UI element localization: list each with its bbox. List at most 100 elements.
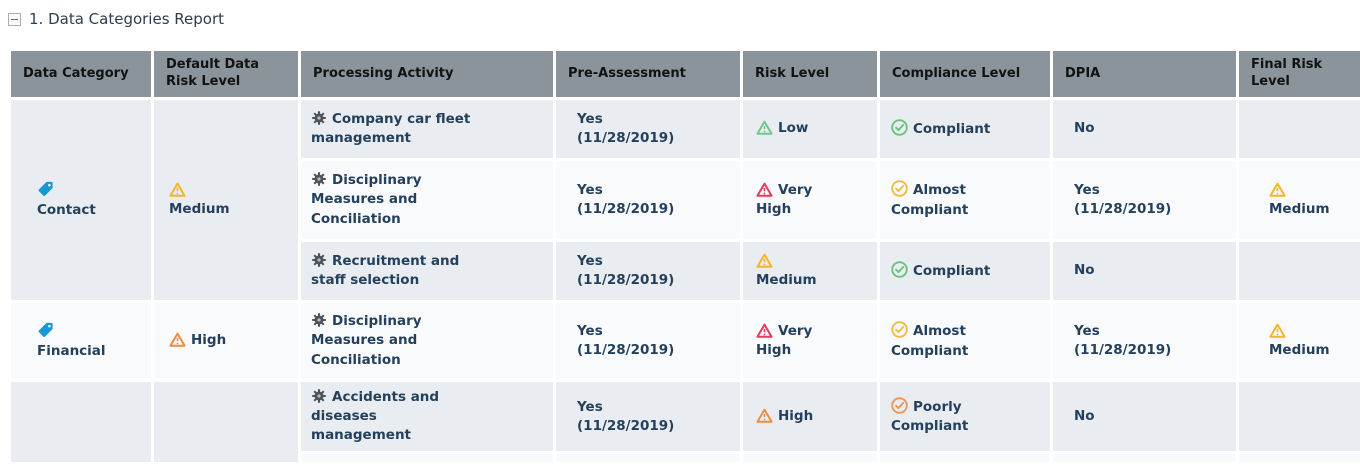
risk-level-cell: Very High (743, 303, 877, 379)
warning-triangle-icon (1269, 323, 1286, 338)
check-circle-icon (891, 397, 908, 414)
dpia-cell: Yes (11/28/2019) (1053, 303, 1236, 379)
pre-assessment-cell: Yes (11/28/2019) (556, 382, 740, 452)
check-circle-icon (891, 119, 908, 136)
table-row: Contact Medium Company car fleet managem… (11, 100, 1360, 300)
compliance-label: Poorly Compliant (891, 399, 969, 435)
compliance-level-cell: Almost Compliant (880, 303, 1050, 379)
pre-assessment-cell (556, 454, 740, 463)
compliance-level-cell: Poorly Compliant (880, 382, 1050, 452)
risk-level-label: Very High (756, 181, 813, 217)
final-risk-cell (1239, 100, 1360, 158)
final-risk-label: Medium (1269, 342, 1330, 358)
activity-label: Company car fleet management (311, 110, 471, 146)
category-label: Contact (37, 202, 96, 218)
compliance-level-cell: Almost Compliant (880, 161, 1050, 239)
default-risk-label: Medium (169, 201, 230, 217)
risk-level-label: Medium (756, 272, 817, 288)
warning-triangle-icon (756, 120, 773, 135)
activity-label: Disciplinary Measures and Conciliation (311, 313, 422, 368)
final-risk-cell (1239, 454, 1360, 463)
final-risk-cell (1239, 242, 1360, 300)
activity-label: Accidents and diseases management (311, 389, 440, 444)
risk-level-cell: High (743, 382, 877, 452)
risk-level-cell (743, 454, 877, 463)
processing-activity-cell: Accidents and diseases management (301, 382, 553, 452)
dpia-cell: No (1053, 100, 1236, 158)
category-tag-icon (38, 181, 53, 196)
table-row: Financial High Disciplinary Measures and… (11, 303, 1360, 379)
final-risk-cell: Medium (1239, 303, 1360, 379)
category-cell: Financial (11, 303, 151, 379)
activity-label: Recruitment and staff selection (311, 252, 460, 288)
risk-level-cell: Very High (743, 161, 877, 239)
activity-label: Disciplinary Measures and Conciliation (311, 172, 422, 227)
warning-triangle-icon (169, 332, 186, 347)
risk-level-label: High (778, 407, 814, 424)
col-header-default-data-risk-level: Default Data Risk Level (154, 51, 298, 97)
risk-level-label: Very High (756, 322, 813, 358)
category-label: Financial (37, 343, 106, 359)
processing-activity-cell: Recruitment and staff selection (301, 242, 553, 300)
table-row (11, 454, 1360, 463)
final-risk-cell (1239, 382, 1360, 452)
compliance-label: Compliant (913, 120, 991, 137)
category-cell (11, 382, 151, 463)
final-risk-cell: Medium (1239, 161, 1360, 239)
check-circle-icon (891, 180, 908, 198)
risk-level-cell: Medium (743, 242, 877, 300)
final-risk-label: Medium (1269, 201, 1330, 217)
processing-activity-cell (301, 454, 553, 463)
pre-assessment-cell: Yes (11/28/2019) (556, 100, 740, 158)
risk-level-cell: Low (743, 100, 877, 158)
processing-activity-cell: Company car fleet management (301, 100, 553, 158)
check-circle-icon (891, 321, 908, 339)
compliance-level-cell: Compliant (880, 100, 1050, 158)
warning-triangle-icon (1269, 182, 1286, 197)
default-risk-cell: Medium (154, 100, 298, 300)
gear-icon (312, 253, 326, 267)
pre-assessment-cell: Yes (11/28/2019) (556, 161, 740, 239)
report-section-header: 1. Data Categories Report (8, 10, 1360, 28)
compliance-level-cell (880, 454, 1050, 463)
default-risk-label: High (191, 332, 227, 349)
col-header-compliance-level: Compliance Level (880, 51, 1050, 97)
processing-activity-cell: Disciplinary Measures and Conciliation (301, 161, 553, 239)
compliance-label: Almost Compliant (891, 323, 969, 359)
compliance-label: Almost Compliant (891, 182, 969, 218)
category-cell: Contact (11, 100, 151, 300)
compliance-label: Compliant (913, 262, 991, 279)
table-row: Recruitment and staff selection Yes (11/… (11, 242, 1360, 300)
pre-assessment-cell: Yes (11/28/2019) (556, 303, 740, 379)
dpia-cell: No (1053, 242, 1236, 300)
col-header-data-category: Data Category (11, 51, 151, 97)
risk-level-label: Low (778, 120, 809, 137)
table-header-row: Data Category Default Data Risk Level Pr… (11, 51, 1360, 97)
dpia-cell: Yes (11/28/2019) (1053, 161, 1236, 239)
col-header-pre-assessment: Pre-Assessment (556, 51, 740, 97)
warning-triangle-icon (756, 408, 773, 423)
col-header-dpia: DPIA (1053, 51, 1236, 97)
report-title: 1. Data Categories Report (29, 10, 225, 28)
table-row: Disciplinary Measures and Conciliation Y… (11, 161, 1360, 239)
warning-triangle-icon (756, 323, 773, 338)
processing-activity-cell: Disciplinary Measures and Conciliation (301, 303, 553, 379)
col-header-risk-level: Risk Level (743, 51, 877, 97)
compliance-level-cell: Compliant (880, 242, 1050, 300)
data-categories-table: Data Category Default Data Risk Level Pr… (8, 48, 1360, 465)
table-row: Accidents and diseases management Yes (1… (11, 382, 1360, 463)
pre-assessment-cell: Yes (11/28/2019) (556, 242, 740, 300)
gear-icon (312, 389, 326, 403)
dpia-cell: No (1053, 382, 1236, 452)
category-tag-icon (38, 322, 53, 337)
gear-icon (312, 172, 326, 187)
col-header-processing-activity: Processing Activity (301, 51, 553, 97)
collapse-minus-icon[interactable] (8, 12, 21, 26)
warning-triangle-icon (169, 182, 186, 197)
warning-triangle-icon (756, 182, 773, 197)
default-risk-cell: High (154, 303, 298, 379)
check-circle-icon (891, 261, 908, 278)
dpia-cell (1053, 454, 1236, 463)
gear-icon (312, 313, 326, 328)
gear-icon (312, 111, 326, 125)
